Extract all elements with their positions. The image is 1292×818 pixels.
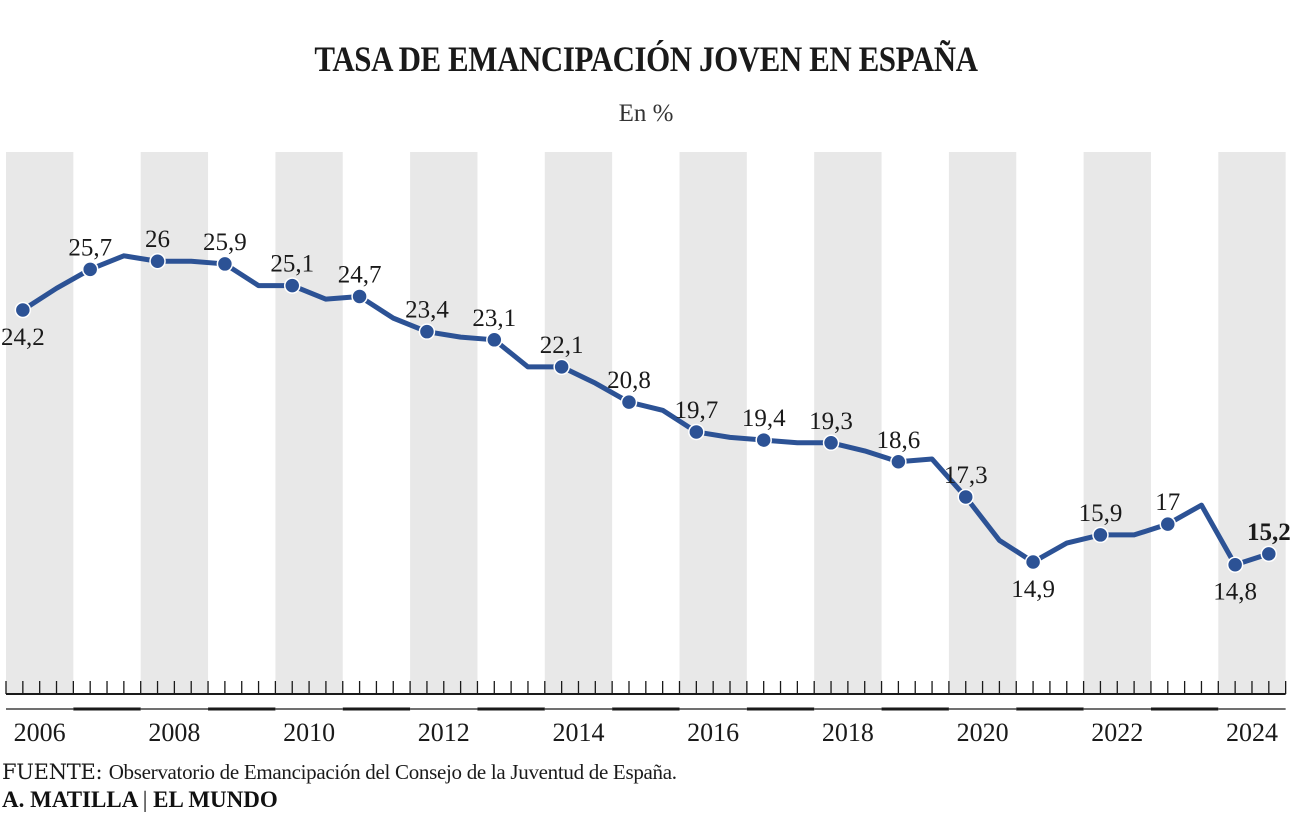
data-label: 25,7 — [68, 234, 112, 261]
data-label: 24,2 — [1, 324, 45, 351]
x-tick-labels: 2006 2008 2010 2012 2014 2016 2018 2020 2022 2024 — [14, 718, 1278, 747]
x-tick-label: 2018 — [822, 718, 874, 747]
outlet: EL MUNDO — [153, 787, 278, 812]
data-marker — [351, 288, 368, 305]
data-label: 25,9 — [203, 229, 247, 256]
x-tick-label: 2006 — [14, 718, 66, 747]
source-note: FUENTE: Observatorio de Emancipación del… — [2, 760, 677, 785]
data-marker — [1092, 526, 1109, 544]
data-label: 22,1 — [540, 332, 584, 359]
x-tick-label: 2010 — [283, 718, 335, 747]
year-band — [1083, 152, 1151, 694]
data-label: 19,3 — [809, 408, 853, 435]
data-label: 19,4 — [742, 405, 786, 432]
x-axis — [5, 681, 1287, 711]
x-tick-label: 2014 — [552, 718, 604, 747]
year-band — [6, 152, 74, 694]
year-band — [140, 152, 209, 694]
year-band — [679, 152, 747, 694]
x-tick-label: 2022 — [1091, 718, 1143, 747]
data-label: 25,1 — [270, 251, 314, 278]
x-tick-label: 2008 — [148, 718, 200, 747]
year-band — [948, 152, 1017, 694]
data-marker — [1226, 556, 1244, 573]
data-label: 15,9 — [1079, 500, 1123, 527]
data-marker — [957, 488, 974, 506]
data-marker — [755, 431, 772, 449]
data-marker — [149, 252, 166, 270]
data-label: 18,6 — [877, 427, 921, 454]
year-band — [1218, 152, 1286, 694]
chart-title: TASA DE EMANCIPACIÓN JOVEN EN ESPAÑA — [314, 39, 978, 79]
data-marker — [1260, 545, 1278, 563]
data-label: 23,4 — [405, 297, 449, 324]
data-label: 24,7 — [338, 261, 382, 288]
data-label: 19,7 — [674, 397, 718, 424]
data-label: 17 — [1155, 489, 1180, 516]
line-chart: 2006 2008 2010 2012 2014 2016 2018 2020 2022 2024… — [1, 152, 1291, 747]
x-tick-label: 2024 — [1226, 718, 1278, 747]
data-label: 14,8 — [1213, 579, 1257, 606]
data-label: 17,3 — [944, 462, 988, 489]
data-marker — [1024, 553, 1042, 571]
data-marker — [822, 434, 840, 452]
data-marker — [486, 331, 503, 349]
x-tick-label: 2016 — [687, 718, 739, 747]
data-marker — [418, 323, 436, 340]
year-bands — [6, 152, 1286, 694]
data-marker — [283, 277, 301, 294]
data-labels: 24,2 25,7 26 25,9 25,1 24,7 23,4 23,1 22,1 20,8 19… — [1, 226, 1291, 606]
data-marker — [620, 393, 638, 411]
data-marker — [890, 453, 907, 471]
x-tick-label: 2012 — [418, 718, 470, 747]
data-label: 15,2 — [1247, 519, 1291, 546]
year-band — [410, 152, 478, 694]
x-tick-label: 2020 — [957, 718, 1009, 747]
source-label: FUENTE: — [2, 760, 103, 784]
data-label: 14,9 — [1011, 576, 1055, 603]
data-label: 23,1 — [472, 305, 516, 332]
data-marker — [688, 423, 705, 441]
year-band — [544, 152, 613, 694]
author: A. MATILLA — [2, 787, 138, 812]
credit-separator: | — [142, 787, 148, 812]
year-band — [814, 152, 882, 694]
credit-line: A. MATILLA | EL MUNDO — [2, 787, 278, 813]
data-marker — [14, 301, 32, 319]
data-markers — [14, 252, 1278, 573]
data-marker — [553, 358, 570, 376]
source-text: Observatorio de Emancipación del Consejo… — [108, 760, 677, 784]
data-marker — [1159, 515, 1177, 533]
chart-subtitle: En % — [618, 100, 674, 127]
data-marker — [216, 255, 234, 273]
data-label: 26 — [145, 226, 170, 253]
year-band — [275, 152, 343, 694]
data-label: 20,8 — [607, 367, 651, 394]
data-marker — [81, 261, 99, 278]
